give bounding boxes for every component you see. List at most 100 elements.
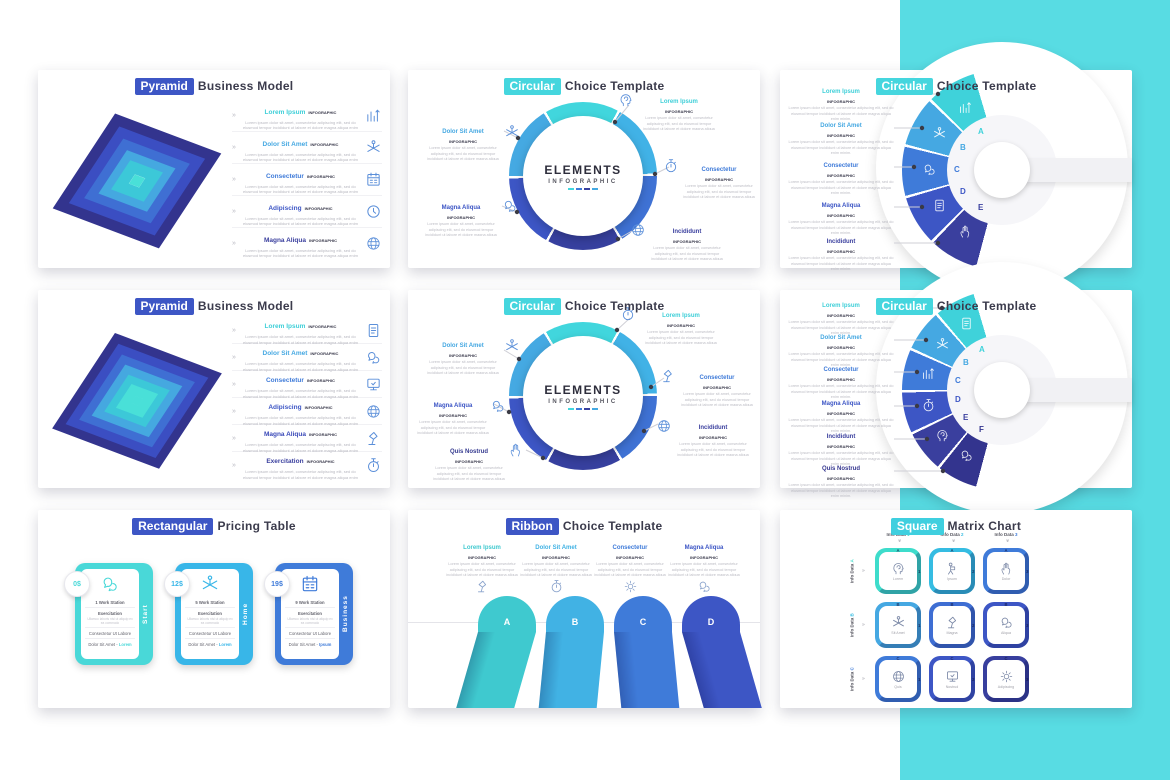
callout-tag: INFOGRAPHIC bbox=[827, 476, 855, 481]
item-title: Magna Aliqua bbox=[263, 236, 306, 244]
chat-icon bbox=[365, 349, 382, 366]
monitor-icon bbox=[365, 376, 382, 393]
gear-icon bbox=[623, 579, 638, 594]
callout-title: Quis Nostrud bbox=[821, 466, 860, 472]
item-tag: INFOGRAPHIC bbox=[310, 351, 339, 356]
chevron-right-icon: » bbox=[232, 434, 236, 442]
pricing-line: 5 Work Station bbox=[195, 600, 225, 605]
stopwatch-icon bbox=[663, 158, 679, 174]
price-badge: 0$ bbox=[64, 571, 90, 597]
callout-text: Lorem ipsum dolor sit amet, consectetur … bbox=[681, 392, 753, 406]
pricing-card-home[interactable]: Home 5 Work Station Exercitation Ullamco … bbox=[164, 563, 253, 665]
list-item: » Dolor Sit Amet INFOGRAPHIC Lorem ipsum do… bbox=[232, 132, 382, 164]
list-item: » Lorem Ipsum INFOGRAPHIC Lorem ipsum dolor… bbox=[232, 317, 382, 345]
callout-title: Incididunt bbox=[826, 239, 856, 245]
callout-tag: INFOGRAPHIC bbox=[455, 459, 483, 464]
pricing-card-start[interactable]: Start 1 Work Station Exercitation Ullamco… bbox=[64, 563, 153, 665]
callout-title: Magna Aliqua bbox=[433, 403, 473, 409]
pricing-line: 1 Work Station bbox=[95, 600, 125, 605]
matrix-tile-b3[interactable]: B 3 Aliqua bbox=[983, 602, 1029, 648]
pricing-line: Consectetur Ut Labore bbox=[85, 627, 135, 638]
callout: Magna Aliqua INFOGRAPHIC Lorem ipsum dolor… bbox=[422, 196, 500, 236]
callout: Lorem Ipsum INFOGRAPHIC Lorem ipsum dolor … bbox=[788, 80, 894, 120]
callout-text: Lorem ipsum dolor sit amet, consectetur … bbox=[677, 442, 749, 456]
pricing-line: Dolor Sit Amet - Ipsum bbox=[285, 638, 335, 649]
callout-text: Lorem ipsum dolor sit amet, consectetur … bbox=[788, 320, 894, 334]
color-dashes bbox=[568, 187, 598, 190]
callout-tag: INFOGRAPHIC bbox=[447, 215, 475, 220]
callout-title: Dolor Sit Amet bbox=[442, 129, 484, 135]
matrix-tile-c1[interactable]: C 1 Quis bbox=[875, 656, 921, 702]
color-dashes bbox=[568, 407, 598, 410]
matrix-tile-a1[interactable]: A 1 Lorem bbox=[875, 548, 921, 594]
slide-pricing[interactable]: Rectangular Pricing Table Start 1 Work St… bbox=[38, 510, 390, 708]
callout-text: Lorem ipsum dolor sit amet, consectetur … bbox=[788, 451, 894, 465]
ribbon-letter: B bbox=[546, 596, 604, 632]
callout-title: Quis Nostrud bbox=[449, 449, 488, 455]
matrix-tile-b2[interactable]: B 2 Magna bbox=[929, 602, 975, 648]
list-item: » Adipiscing INFOGRAPHIC Lorem ipsum dolor … bbox=[232, 398, 382, 426]
fan-letter: B bbox=[960, 143, 966, 152]
slide-pyramid-1[interactable]: Pyramid Business Model » Lorem Ipsum INFOGR… bbox=[38, 70, 390, 268]
callout-title: Magna Aliqua bbox=[441, 205, 481, 211]
slide-fan-2[interactable]: Circular Choice Template A B C D E F Lore… bbox=[780, 262, 1132, 514]
stopwatch-icon bbox=[365, 457, 382, 474]
item-description: Lorem ipsum dolor sit amet, consectetur … bbox=[242, 388, 358, 399]
pricing-card-business[interactable]: Business 9 Work Station Exercitation Ulla… bbox=[264, 563, 353, 665]
callout-title: Dolor Sit Amet bbox=[820, 335, 862, 341]
slide-title: Choice Template bbox=[564, 79, 665, 93]
center-subtitle: INFOGRAPHIC bbox=[548, 178, 618, 185]
item-description: Lorem ipsum dolor sit amet, consectetur … bbox=[242, 415, 358, 426]
matrix-tile-c2[interactable]: C 2 Nostrud bbox=[929, 656, 975, 702]
chevron-right-icon: » bbox=[862, 622, 865, 628]
callout-text: Lorem ipsum dolor sit amet, consectetur … bbox=[417, 420, 489, 434]
slide-badge: Circular bbox=[503, 78, 561, 95]
item-title: Consectetur bbox=[265, 377, 304, 384]
slide-title: Choice Template bbox=[562, 519, 663, 533]
pricing-line: Dolor Sit Amet - Lorem bbox=[85, 638, 135, 649]
callout-tag: INFOGRAPHIC bbox=[665, 109, 693, 114]
callout-title: Consectetur bbox=[823, 367, 859, 373]
callout-tag: INFOGRAPHIC bbox=[827, 411, 855, 416]
fan-hub bbox=[974, 142, 1030, 198]
callout: Consectetur INFOGRAPHIC Lorem ipsum dolor … bbox=[788, 154, 894, 194]
matrix-tile-a3[interactable]: A 3 Dolor bbox=[983, 548, 1029, 594]
callout-tag: INFOGRAPHIC bbox=[667, 323, 695, 328]
pricing-line: Exercitation Ullamco laboris nisi ut aliq… bbox=[85, 607, 135, 627]
callout: Lorem Ipsum INFOGRAPHIC Lorem ipsum dolor … bbox=[640, 90, 718, 130]
slide-header: Rectangular Pricing Table bbox=[38, 518, 390, 535]
pyramid-graphic bbox=[52, 332, 222, 469]
matrix-tile-b1[interactable]: B 1 Sit Amet bbox=[875, 602, 921, 648]
callout-title: Magna Aliqua bbox=[684, 545, 724, 551]
chevron-right-icon: » bbox=[232, 240, 236, 247]
slide-title: Choice Template bbox=[936, 79, 1037, 93]
slide-badge: Circular bbox=[875, 78, 933, 95]
matrix-tile-a2[interactable]: A 2 Ipsum bbox=[929, 548, 975, 594]
item-title: Magna Aliqua bbox=[263, 431, 306, 438]
slide-pyramid-2[interactable]: Pyramid Business Model » Lorem Ipsum INFOGR… bbox=[38, 290, 390, 488]
tile-caption: Lorem bbox=[892, 577, 904, 581]
chevron-right-icon: » bbox=[232, 112, 236, 119]
callout-text: Lorem ipsum dolor sit amet, consectetur … bbox=[788, 220, 894, 234]
matrix-tile-c3[interactable]: C 3 Adipiscing bbox=[983, 656, 1029, 702]
callout-tag: INFOGRAPHIC bbox=[827, 99, 855, 104]
slide-header: Square Matrix Chart bbox=[780, 518, 1132, 535]
chat-icon bbox=[502, 198, 518, 214]
callout-text: Lorem ipsum dolor sit amet, consectetur … bbox=[427, 146, 499, 160]
item-description: Lorem ipsum dolor sit amet, consectetur … bbox=[242, 119, 358, 131]
slide-ribbon[interactable]: Ribbon Choice Template Lorem Ipsum INFOGRA… bbox=[408, 510, 762, 708]
callout-tag: INFOGRAPHIC bbox=[827, 377, 855, 382]
slide-header: Ribbon Choice Template bbox=[408, 518, 760, 535]
callout-tag: INFOGRAPHIC bbox=[468, 555, 496, 560]
ribbon-letter: D bbox=[682, 596, 740, 632]
slide-fan-1[interactable]: Circular Choice Template A B C D E Lorem … bbox=[780, 42, 1132, 294]
slide-circular-2[interactable]: Circular Choice Template ELEMENTS INFOGRA… bbox=[408, 290, 760, 488]
lamp-icon bbox=[945, 615, 960, 630]
callout-text: Lorem ipsum dolor sit amet, consectetur … bbox=[683, 184, 755, 198]
slide-title: Business Model bbox=[197, 79, 294, 93]
item-description: Lorem ipsum dolor sit amet, consectetur … bbox=[242, 151, 358, 163]
callout-title: Consectetur bbox=[699, 375, 735, 381]
slide-circular-1[interactable]: Circular Choice Template ELEMENTS INFOGRA… bbox=[408, 70, 760, 268]
chevron-down-icon: » bbox=[949, 539, 956, 542]
